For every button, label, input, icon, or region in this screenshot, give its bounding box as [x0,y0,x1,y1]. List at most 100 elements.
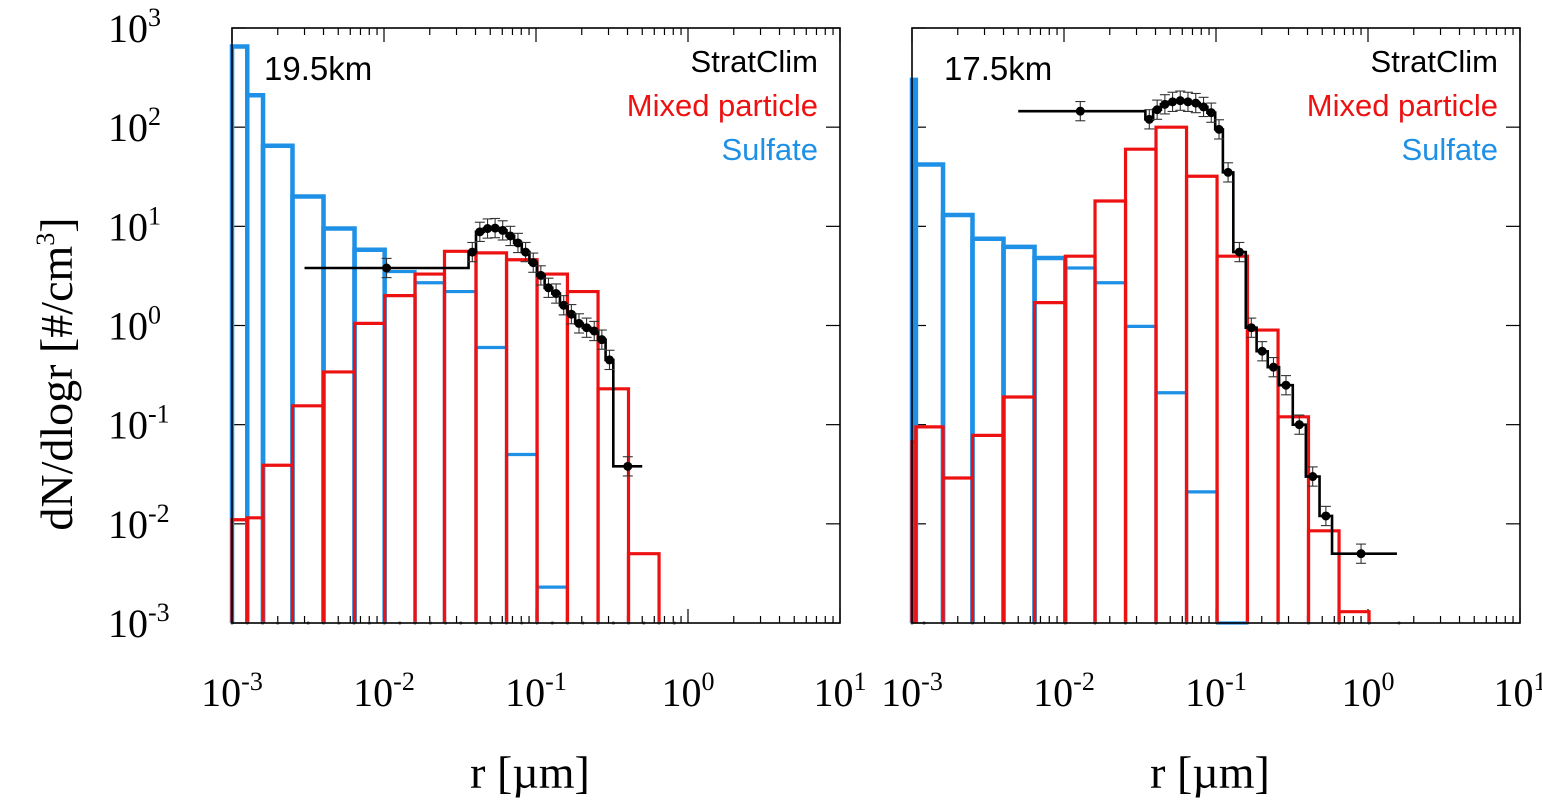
stratclim-point [1257,346,1267,356]
legend-entry: StratClim [691,44,818,79]
y-tick-label: 103 [108,3,161,51]
histogram-bar [1184,174,1219,623]
histogram-bar [504,258,539,623]
plot-frame [231,27,841,624]
legend-entry: Mixed particle [1307,88,1498,123]
stratclim-point [543,283,553,293]
histogram-bar [626,552,661,623]
histogram-bar [352,247,387,623]
histogram-bar [229,44,250,623]
stratclim-point [1199,102,1209,112]
histogram-bar [321,370,357,623]
stratclim-point [1175,96,1185,106]
stratclim-point [498,225,508,235]
stratclim-point [1191,98,1201,108]
stratclim-point [559,300,569,310]
stratclim-point [1168,97,1178,107]
histogram-bar [970,433,1006,623]
series-stratclim [304,217,643,477]
x-tick-label: 101 [1494,667,1542,715]
y-tick-label: 102 [108,102,161,150]
series-mixed-particle [230,249,661,623]
stratclim-point [1308,472,1318,482]
stratclim-point [528,258,538,268]
histogram-bar [970,236,1006,623]
x-tick-label: 10-3 [881,667,943,715]
histogram-bar [245,516,265,623]
histogram-bar [1337,610,1371,623]
stratclim-point [1321,511,1331,521]
stratclim-point [574,318,584,328]
histogram-bar [383,294,417,623]
x-tick-label: 10-1 [505,667,567,715]
stratclim-point [1144,114,1154,124]
histogram-bar [474,251,509,623]
plot-frame [911,27,1521,624]
histogram-bar [1032,255,1068,623]
histogram-bar [352,321,387,623]
stratclim-point [597,335,607,345]
histogram-bar [290,194,326,623]
y-tick-label: 100 [108,301,161,349]
x-tick-label: 10-3 [201,667,263,715]
histogram-bar [504,452,539,623]
histogram-bar [535,585,570,623]
panel-altitude-label: 17.5km [944,50,1052,87]
histogram-bar [1154,125,1189,623]
stratclim-point [566,309,576,319]
histogram-bar [321,226,357,623]
stratclim-point [505,231,515,241]
histogram-bar [940,212,975,623]
histogram-bar [1001,395,1037,623]
y-tick-label: 10-2 [108,499,170,547]
stratclim-point [1183,97,1193,107]
histogram-bar [914,425,945,623]
histogram-bar [1123,324,1158,623]
histogram-bar [245,92,266,623]
histogram-bar [1306,529,1341,623]
histogram-bar [1063,254,1097,623]
stratclim-point [513,238,523,248]
histogram-bar [1215,254,1250,623]
legend-entry: Mixed particle [627,88,818,123]
series-sulfate [909,77,1248,625]
stratclim-point [1246,323,1256,333]
histogram-bar [913,162,946,623]
histogram-bar [442,289,478,623]
legend: StratClim Mixed particle Sulfate [1307,44,1498,167]
y-tick-label: 10-1 [108,400,170,448]
histogram-bar [1184,490,1219,623]
histogram-bar [1063,266,1097,623]
legend: StratClim Mixed particle Sulfate [627,44,818,167]
histogram-bar [260,143,295,623]
stratclim-point [1223,167,1233,177]
stratclim-point [589,326,599,336]
histogram-bar [442,249,478,623]
stratclim-point [1206,108,1216,118]
stratclim-point [467,247,477,257]
panel-17-5km: 10-3 10-2 10-1 100 101 17.5km StratClim Mixed p… [881,27,1542,715]
x-tick-label: 101 [814,667,867,715]
histogram-bar [413,281,447,623]
histogram-bar [1093,199,1128,623]
stratclim-point [475,227,485,237]
series-stratclim [1018,90,1397,564]
stratclim-point [521,247,531,257]
stratclim-point [1268,362,1278,372]
histogram-bar [1093,281,1128,623]
histogram-bar [1276,415,1311,623]
stratclim-point [536,270,546,280]
x-tick-label: 100 [1342,667,1395,715]
histogram-bar [261,463,295,623]
legend-entry: Sulfate [721,132,818,167]
stratclim-point [623,461,633,471]
histogram-bar [565,289,600,623]
series-sulfate [229,44,570,623]
stratclim-step-line [1018,99,1397,555]
x-axis-title-left: r [µm] [470,747,590,798]
panel-19-5km: 10-3 10-2 10-1 100 101 10-3 10-2 10-1 100 101 102 1… [108,3,867,715]
stratclim-point [1234,247,1244,257]
histogram-bar [1032,301,1067,623]
y-axis-title: dN/dlogr [#/cm3] [31,217,82,530]
